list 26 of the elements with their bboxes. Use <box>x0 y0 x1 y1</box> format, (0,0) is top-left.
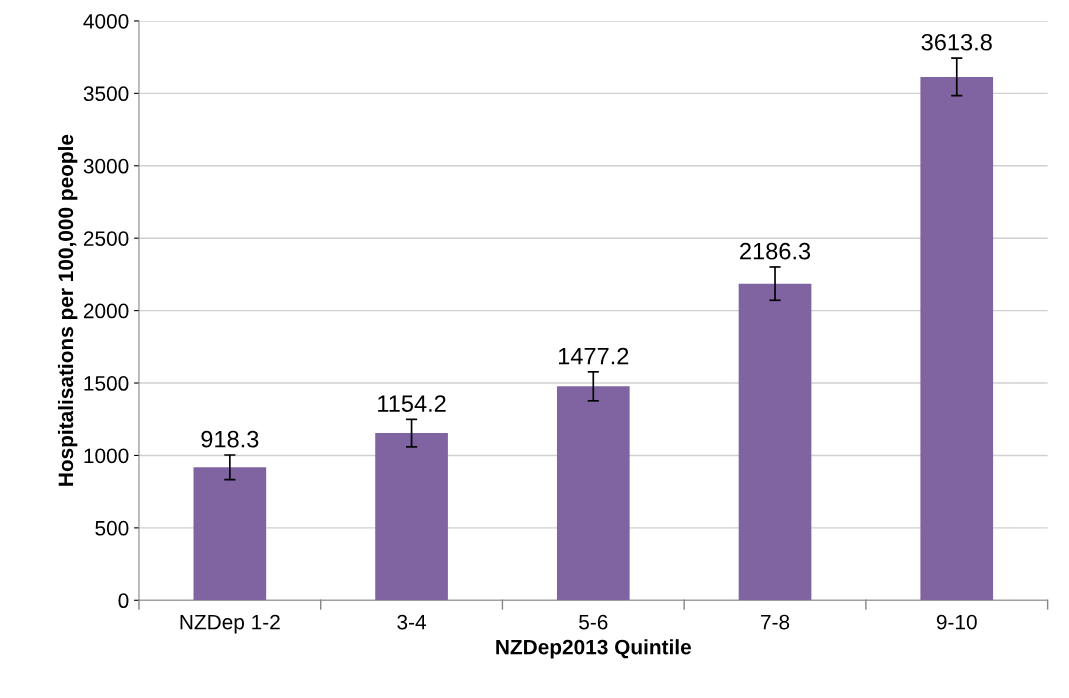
x-tick-label: 9-10 <box>936 614 977 630</box>
x-tick-label: 5-6 <box>579 614 608 630</box>
bar <box>375 433 448 601</box>
y-tick-label: 0 <box>118 593 129 609</box>
data-label: 3613.8 <box>921 33 992 51</box>
data-label: 1477.2 <box>558 347 629 365</box>
x-tick-label: 7-8 <box>761 614 790 630</box>
y-axis-title: Hospitalisations per 100,000 people <box>57 134 78 486</box>
y-tick-label: 2500 <box>83 231 129 246</box>
y-tick-label: 3000 <box>83 158 129 174</box>
x-tick-label: NZDep 1-2 <box>180 614 280 634</box>
data-label: 1154.2 <box>378 395 446 412</box>
y-tick-label: 500 <box>95 520 129 536</box>
y-tick-label: 2000 <box>83 303 129 319</box>
y-tick-label: 4000 <box>83 13 129 29</box>
bar <box>556 386 630 601</box>
y-tick-label: 1500 <box>84 376 129 391</box>
data-label: 2186.3 <box>740 242 811 260</box>
y-tick-label: 1000 <box>84 448 129 464</box>
y-tick-label: 3500 <box>83 86 129 102</box>
x-tick-label: 3-4 <box>397 614 427 630</box>
bar <box>193 467 267 601</box>
bar <box>738 283 812 601</box>
bar <box>920 76 994 601</box>
x-axis-title: NZDep2013 Quintile <box>496 639 691 659</box>
data-label: 918.3 <box>201 430 259 448</box>
